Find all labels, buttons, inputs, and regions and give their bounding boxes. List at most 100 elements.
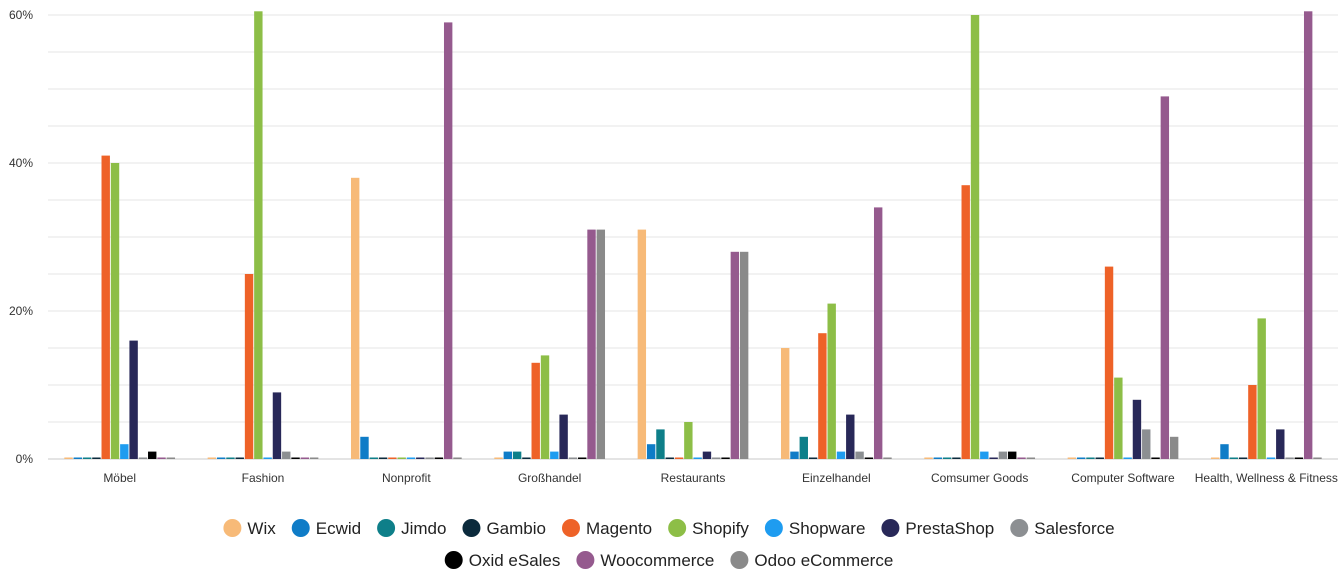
bar — [1248, 385, 1257, 459]
bar — [1132, 399, 1142, 459]
legend-item: Ecwid — [291, 519, 361, 538]
bar — [846, 414, 855, 459]
legend-label: Ecwid — [316, 519, 361, 538]
bar — [92, 457, 101, 459]
bar — [818, 333, 827, 459]
bar — [712, 457, 721, 459]
bar — [148, 451, 157, 459]
legend-item: Jimdo — [377, 519, 446, 538]
bar — [780, 348, 790, 459]
bar — [110, 163, 120, 459]
bar — [550, 451, 559, 459]
bar — [166, 457, 176, 459]
x-tick-label: Einzelhandel — [802, 471, 871, 485]
legend-swatch — [377, 519, 396, 537]
legend-item: Magento — [561, 519, 652, 538]
legend-swatch — [730, 551, 749, 569]
bar — [1076, 457, 1086, 459]
legend-label: Shopify — [692, 519, 749, 538]
bar — [1160, 96, 1170, 460]
bar — [656, 429, 665, 459]
y-tick-label: 40% — [9, 156, 33, 170]
bar — [637, 229, 647, 459]
bar — [1266, 457, 1276, 459]
bar — [961, 185, 970, 459]
y-axis-ticks: 0% 20% 40% 60% — [9, 8, 33, 466]
bar — [1303, 11, 1313, 460]
bar — [1285, 457, 1294, 459]
bar — [350, 177, 360, 460]
x-tick-label: Health, Wellness & Fitness — [1195, 471, 1338, 485]
bar — [1095, 457, 1104, 459]
legend-label: PrestaShop — [905, 519, 994, 538]
x-tick-label: Fashion — [242, 471, 285, 485]
legend-item: Salesforce — [1010, 519, 1115, 538]
x-tick-label: Computer Software — [1071, 471, 1175, 485]
bar — [702, 451, 712, 459]
bar — [1294, 457, 1304, 459]
legend-swatch — [881, 519, 900, 537]
bar — [827, 303, 836, 459]
bar — [799, 436, 808, 459]
bar — [82, 457, 92, 459]
bar — [207, 457, 217, 459]
bar — [739, 251, 749, 459]
x-tick-label: Comsumer Goods — [931, 471, 1028, 485]
legend-swatch — [668, 519, 687, 537]
bar — [120, 444, 129, 459]
x-axis-ticks: Möbel Fashion Nonprofit Großhandel Restauran… — [103, 471, 1338, 485]
bar — [443, 22, 453, 460]
y-tick-label: 20% — [9, 304, 33, 318]
legend-swatch — [444, 551, 463, 569]
bar — [1026, 457, 1036, 459]
bar — [434, 457, 444, 459]
bar — [157, 457, 166, 459]
legend-label: Shopware — [789, 519, 866, 538]
legend-item: Gambio — [462, 519, 546, 538]
y-tick-label: 0% — [16, 452, 34, 466]
legend-item: Oxid eSales — [444, 551, 560, 570]
bar — [790, 451, 799, 459]
x-tick-label: Großhandel — [518, 471, 581, 485]
bar — [503, 451, 513, 459]
bar — [568, 457, 578, 459]
legend-item: Woocommerce — [576, 551, 714, 570]
bar — [397, 457, 406, 459]
bar — [873, 207, 883, 459]
bar — [1210, 457, 1220, 459]
legend-label: Woocommerce — [600, 551, 714, 570]
bar — [1104, 266, 1114, 459]
bar — [1086, 457, 1095, 459]
bar — [129, 340, 138, 459]
bar — [808, 457, 818, 459]
bar — [1257, 318, 1266, 459]
legend-item: Shopify — [668, 519, 749, 538]
bar — [216, 457, 226, 459]
bar — [309, 457, 319, 459]
bar — [64, 457, 73, 459]
bar — [369, 457, 378, 459]
bar — [989, 457, 998, 459]
bar — [1017, 457, 1026, 459]
x-tick-label: Möbel — [103, 471, 136, 485]
bar — [578, 457, 587, 459]
legend-swatch — [561, 519, 580, 537]
bar — [235, 457, 244, 459]
bar — [1123, 457, 1132, 459]
bar — [512, 451, 522, 459]
bar — [1114, 377, 1123, 459]
bar — [559, 414, 568, 459]
bar — [924, 457, 933, 459]
bar — [73, 457, 83, 459]
bar — [596, 229, 606, 459]
bar — [952, 457, 961, 459]
legend-swatch — [764, 519, 783, 537]
bar — [587, 229, 596, 459]
bar — [998, 451, 1008, 459]
bar — [1067, 457, 1077, 459]
bar — [494, 457, 503, 459]
bar — [425, 457, 434, 459]
bar — [1276, 429, 1285, 459]
